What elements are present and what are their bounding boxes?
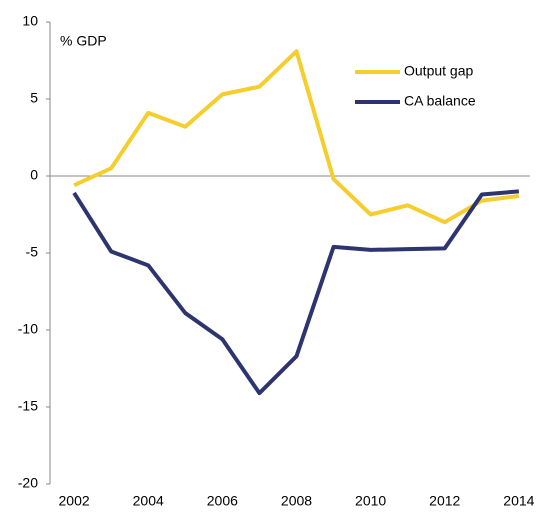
y-axis-label: % GDP — [60, 33, 107, 49]
legend-label: CA balance — [404, 93, 476, 109]
y-tick-label: -10 — [18, 321, 38, 337]
x-tick-label: 2006 — [207, 493, 238, 509]
y-tick-label: -15 — [18, 398, 38, 414]
y-tick-label: -5 — [26, 244, 39, 260]
series-line — [72, 189, 520, 396]
y-tick-label: 10 — [22, 13, 38, 29]
y-tick-label: -20 — [18, 475, 38, 491]
x-tick-label: 2002 — [59, 493, 90, 509]
y-tick-label: 0 — [30, 167, 38, 183]
x-tick-label: 2004 — [133, 493, 164, 509]
x-tick-label: 2012 — [429, 493, 460, 509]
series-line — [73, 49, 520, 225]
y-tick-label: 5 — [30, 90, 38, 106]
x-tick-label: 2010 — [355, 493, 386, 509]
legend-label: Output gap — [404, 63, 473, 79]
x-tick-label: 2014 — [503, 493, 534, 509]
x-tick-label: 2008 — [281, 493, 312, 509]
